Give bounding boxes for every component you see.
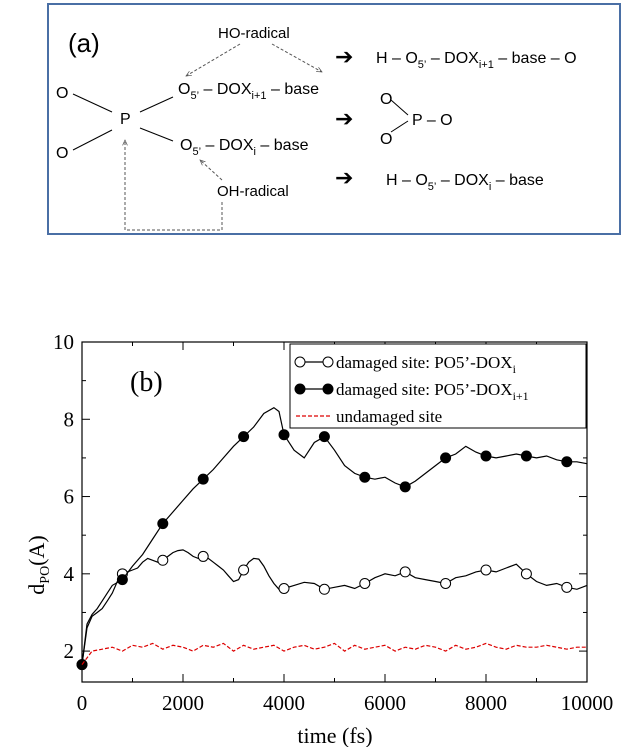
series-line xyxy=(81,549,588,665)
series-2 xyxy=(81,642,587,665)
data-point xyxy=(197,550,209,562)
data-point xyxy=(520,568,532,580)
reaction-arrow-1: ➔ xyxy=(335,44,353,69)
y-tick-label: 2 xyxy=(64,639,75,663)
oxygen-lower: O xyxy=(56,145,68,162)
data-point xyxy=(520,450,532,462)
legend-marker xyxy=(294,383,306,395)
bond-p-o5-lower xyxy=(139,127,174,142)
series-line xyxy=(81,406,588,665)
data-point xyxy=(278,583,290,594)
data-point xyxy=(480,564,492,576)
phosphorus-atom: P xyxy=(120,111,131,128)
data-point xyxy=(157,518,169,530)
data-point xyxy=(480,450,492,462)
y-tick-label: 6 xyxy=(64,485,75,509)
panel-a-label: (a) xyxy=(68,28,100,58)
x-tick-label: 0 xyxy=(77,691,88,715)
x-tick-label: 8000 xyxy=(465,691,507,715)
data-point xyxy=(561,456,573,468)
legend-label: undamaged site xyxy=(336,407,442,426)
x-axis-label: time (fs) xyxy=(297,723,372,747)
legend-marker xyxy=(294,356,306,368)
data-point xyxy=(399,481,411,493)
x-tick-label: 4000 xyxy=(263,691,305,715)
product-2-bond-lower xyxy=(390,120,409,133)
series-line xyxy=(81,642,587,665)
y-tick-label: 8 xyxy=(64,407,75,431)
reaction-scheme: (a) P O O O5’ – DOXi+1 – base O5’ – DOXi… xyxy=(47,3,621,235)
series-layer xyxy=(76,406,588,671)
x-tick-label: 6000 xyxy=(364,691,406,715)
attack-arrow-oh-loop xyxy=(125,140,223,231)
oxygen-upper: O xyxy=(56,85,68,102)
product-2-bond-upper xyxy=(390,99,409,116)
data-point xyxy=(399,566,411,578)
legend-label: damaged site: PO5’-DOXi+1 xyxy=(336,380,529,403)
reaction-arrow-3: ➔ xyxy=(335,165,353,190)
data-point xyxy=(197,473,209,485)
bond-p-o-lower xyxy=(72,129,113,151)
product-2-o-lower: O xyxy=(380,131,392,148)
data-point xyxy=(440,452,452,464)
attack-arrow-ho-right xyxy=(271,43,322,73)
data-point xyxy=(440,577,452,589)
y-tick-label: 4 xyxy=(64,562,75,586)
legend-box xyxy=(289,343,587,429)
data-point xyxy=(318,431,330,443)
data-point xyxy=(76,659,88,671)
series-1 xyxy=(76,406,588,671)
scheme-frame xyxy=(47,3,621,235)
legend: damaged site: PO5’-DOXi damaged site: PO5… xyxy=(289,343,587,429)
data-point xyxy=(278,429,290,441)
panel-b-label: (b) xyxy=(130,367,163,398)
legend-marker xyxy=(322,356,334,368)
data-point xyxy=(238,431,250,443)
reaction-arrow-2: ➔ xyxy=(335,106,353,131)
product-2-o-upper: O xyxy=(380,91,392,108)
data-point xyxy=(157,554,169,566)
y-tick-label: 10 xyxy=(53,330,74,354)
data-point xyxy=(561,581,573,593)
data-point xyxy=(116,574,128,586)
legend-marker xyxy=(322,383,334,395)
legend-label: damaged site: PO5’-DOXi xyxy=(336,353,517,376)
strand-lower: O5’ – DOXi – base xyxy=(180,137,309,158)
data-point xyxy=(238,564,250,576)
bond-p-o5-upper xyxy=(139,96,174,113)
product-2-po: P – O xyxy=(412,112,453,129)
x-tick-label: 2000 xyxy=(162,691,204,715)
axes: 0 2000 4000 6000 8000 10000 2 4 6 8 10 xyxy=(53,330,613,715)
series-0 xyxy=(76,549,588,671)
bond-p-o-upper xyxy=(72,93,113,113)
data-point xyxy=(359,577,371,589)
ho-radical-label: HO-radical xyxy=(218,25,290,42)
distance-chart: 0 2000 4000 6000 8000 10000 2 4 6 8 10 damaged sit… xyxy=(24,330,613,747)
y-axis-label: dPO(A) xyxy=(24,535,53,594)
x-tick-label: 10000 xyxy=(561,691,614,715)
strand-upper: O5’ – DOXi+1 – base xyxy=(178,81,319,102)
data-point xyxy=(359,471,371,483)
product-1: H – O5’ – DOXi+1 – base – O xyxy=(376,50,577,71)
oh-radical-label: OH-radical xyxy=(217,183,289,200)
data-point xyxy=(318,583,330,595)
attack-arrow-ho-left xyxy=(186,43,241,76)
product-3: H – O5’ – DOXi – base xyxy=(386,172,544,193)
